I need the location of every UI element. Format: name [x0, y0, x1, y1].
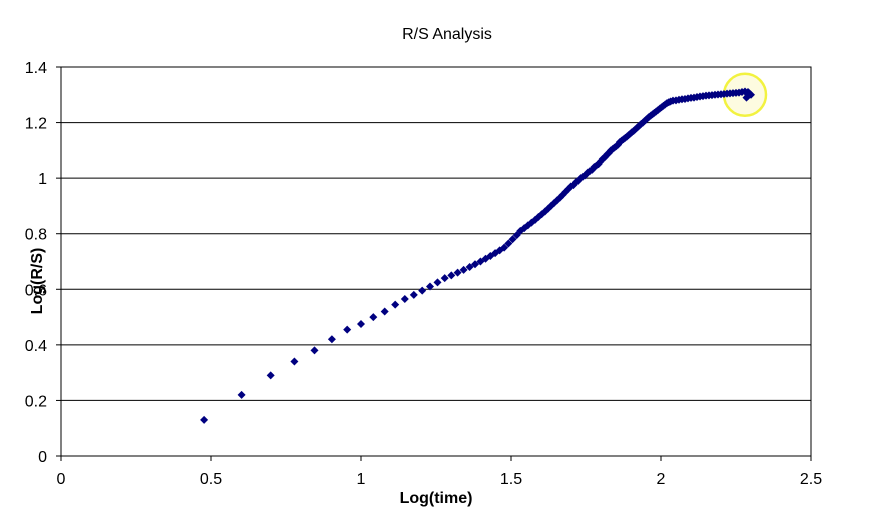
y-tick-label: 0.6	[25, 282, 47, 299]
data-point	[327, 335, 336, 344]
y-tick-label: 1	[38, 171, 47, 188]
data-point	[343, 325, 352, 334]
data-point	[453, 268, 462, 277]
data-point	[266, 371, 275, 380]
data-point	[409, 290, 418, 299]
data-point	[290, 357, 299, 366]
x-axis-label: Log(time)	[400, 490, 473, 507]
data-point	[418, 286, 427, 295]
data-point	[742, 93, 751, 102]
data-point	[200, 415, 209, 424]
x-tick-label: 0.5	[200, 471, 222, 488]
y-axis-label: Log(R/S)	[29, 248, 46, 315]
data-point	[380, 307, 389, 316]
x-tick-label: 2	[657, 471, 666, 488]
y-tick-label: 0.4	[25, 338, 47, 355]
y-tick-label: 0.8	[25, 227, 47, 244]
data-point	[426, 282, 434, 291]
gridlines	[61, 122, 811, 401]
data-point	[440, 274, 449, 283]
data-point	[400, 295, 409, 304]
y-tick-label: 0.2	[25, 393, 47, 410]
data-point	[500, 243, 509, 252]
x-tick-label: 0	[57, 471, 66, 488]
data-point	[391, 300, 400, 309]
data-point	[357, 320, 365, 329]
y-tick-label: 0	[38, 449, 47, 466]
data-point	[465, 263, 474, 272]
data-point	[504, 239, 513, 248]
data-point	[471, 260, 479, 269]
data-point	[508, 235, 517, 244]
x-tick-label: 1.5	[500, 471, 522, 488]
x-tick-label: 1	[357, 471, 366, 488]
data-point	[237, 390, 246, 399]
plot-frame	[60, 66, 812, 457]
x-tick-label: 2.5	[800, 471, 822, 488]
data-point	[369, 313, 378, 322]
data-point	[433, 278, 442, 287]
y-tick-label: 1.2	[25, 116, 47, 133]
data-points	[200, 87, 755, 424]
data-point	[459, 265, 468, 274]
axis-ticks: 0 0.2 0.4 0.6 0.8 1 1.2 1.4 0 0.5 1 1.5 2 2.5	[25, 60, 822, 488]
y-tick-label: 1.4	[25, 60, 47, 77]
data-point	[310, 346, 319, 355]
data-point	[447, 271, 456, 280]
chart-title: R/S Analysis	[402, 26, 492, 43]
